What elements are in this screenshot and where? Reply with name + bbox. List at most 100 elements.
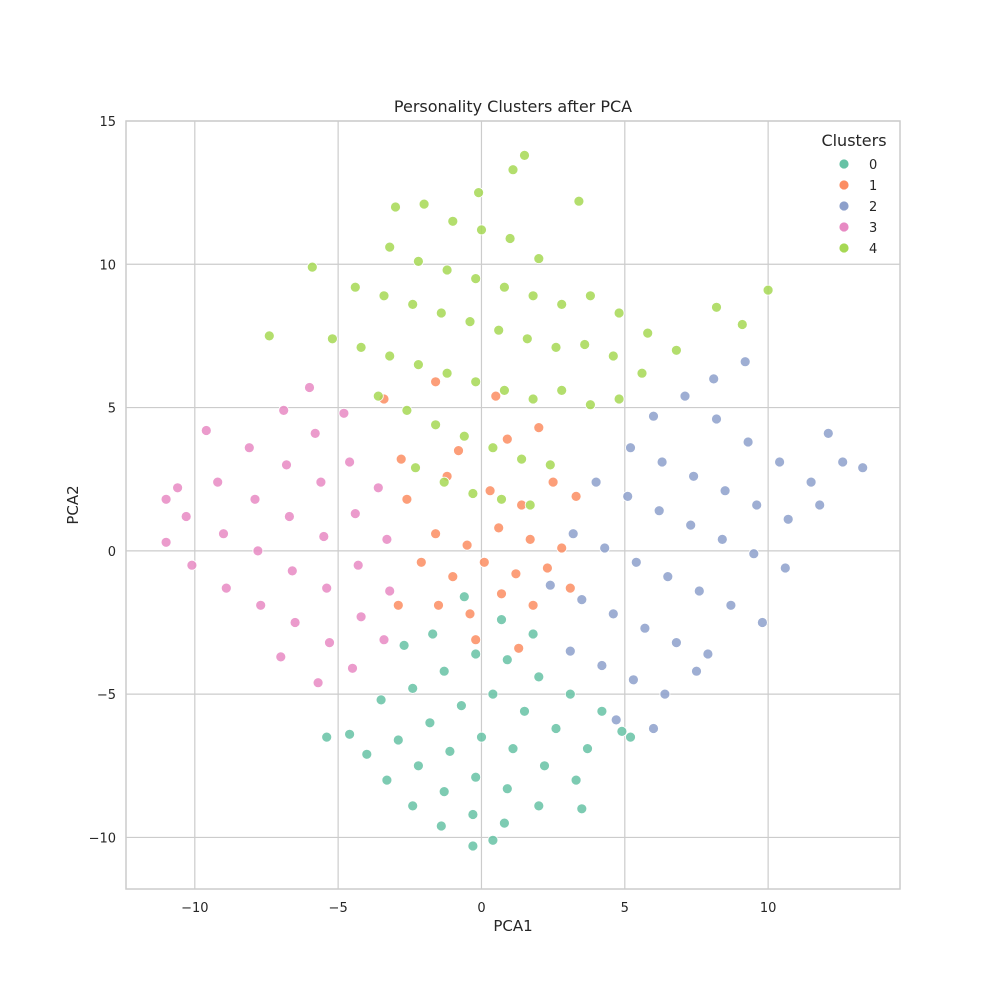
data-point	[607, 350, 619, 362]
data-point	[533, 422, 545, 434]
data-point	[398, 640, 410, 651]
data-point	[742, 436, 754, 448]
data-point	[610, 714, 622, 726]
legend-label: 4	[869, 242, 877, 257]
data-point	[309, 427, 321, 439]
data-point	[547, 476, 559, 488]
data-point	[372, 390, 384, 402]
data-point	[467, 488, 479, 499]
data-point	[782, 513, 794, 525]
data-point	[476, 731, 487, 743]
data-point	[653, 505, 665, 517]
y-tick-labels: −10 −5 0 5 10 15	[89, 115, 116, 846]
data-point	[521, 333, 533, 345]
data-point	[200, 425, 212, 436]
data-point	[473, 187, 485, 199]
data-point	[441, 367, 453, 379]
data-point	[438, 786, 450, 797]
data-point	[501, 654, 513, 666]
data-point	[430, 419, 442, 431]
data-point	[613, 393, 625, 405]
data-point	[567, 528, 579, 540]
chart-title: Personality Clusters after PCA	[394, 97, 632, 116]
plot-area	[126, 121, 900, 889]
series-cluster-4	[263, 149, 774, 511]
data-point	[607, 608, 619, 620]
series-cluster-0	[321, 591, 636, 852]
data-point	[470, 634, 482, 646]
data-point	[513, 642, 525, 654]
data-point	[304, 382, 315, 393]
data-point	[556, 298, 568, 310]
data-point	[435, 820, 447, 832]
legend-label: 2	[869, 200, 877, 215]
data-point	[444, 746, 456, 757]
data-point	[415, 556, 427, 568]
data-point	[498, 281, 510, 293]
data-point	[501, 783, 513, 795]
data-point	[349, 508, 361, 519]
data-point	[774, 456, 785, 468]
y-tick-label: 10	[99, 258, 116, 273]
data-point	[630, 556, 642, 568]
data-point	[427, 628, 439, 640]
data-point	[453, 445, 464, 457]
legend-marker	[838, 200, 850, 212]
data-point	[278, 404, 290, 416]
data-point	[180, 511, 192, 522]
data-point	[576, 803, 588, 815]
data-point	[659, 688, 671, 700]
data-point	[837, 456, 849, 468]
legend-title: Clusters	[821, 131, 886, 150]
data-point	[648, 410, 659, 422]
data-point	[708, 373, 720, 385]
data-point	[564, 645, 576, 657]
data-point	[662, 571, 674, 582]
data-point	[582, 743, 593, 754]
series-cluster-2	[544, 356, 869, 734]
data-point	[378, 634, 390, 646]
data-point	[725, 599, 737, 611]
data-point	[564, 688, 576, 700]
data-point	[484, 485, 496, 497]
data-point	[736, 319, 748, 330]
data-point	[430, 376, 442, 388]
data-point	[289, 617, 301, 628]
data-point	[470, 771, 482, 783]
data-point	[822, 427, 834, 439]
data-point	[347, 662, 358, 674]
data-point	[470, 376, 482, 388]
data-point	[642, 327, 654, 339]
data-point	[519, 149, 530, 161]
data-point	[533, 671, 545, 683]
data-point	[599, 542, 611, 554]
data-point	[716, 534, 728, 545]
data-point	[550, 723, 562, 734]
data-point	[857, 462, 869, 474]
x-tick-label: −10	[181, 901, 208, 916]
data-point	[438, 665, 450, 677]
data-point	[401, 404, 413, 416]
data-point	[739, 356, 751, 368]
data-point	[401, 493, 413, 505]
y-tick-label: 5	[108, 402, 116, 417]
data-point	[326, 333, 338, 345]
data-point	[160, 536, 172, 548]
data-point	[805, 476, 817, 488]
data-point	[639, 622, 651, 634]
data-point	[507, 164, 519, 176]
data-point	[542, 562, 553, 574]
data-point	[691, 665, 702, 677]
data-point	[711, 301, 722, 313]
data-point	[757, 617, 768, 628]
data-point	[172, 482, 184, 494]
data-point	[344, 728, 356, 740]
data-point	[212, 476, 224, 488]
data-point	[573, 195, 585, 207]
data-point	[762, 284, 774, 296]
data-point	[275, 651, 287, 663]
data-point	[550, 341, 562, 353]
y-axis-label: PCA2	[64, 485, 82, 524]
data-point	[504, 233, 516, 244]
